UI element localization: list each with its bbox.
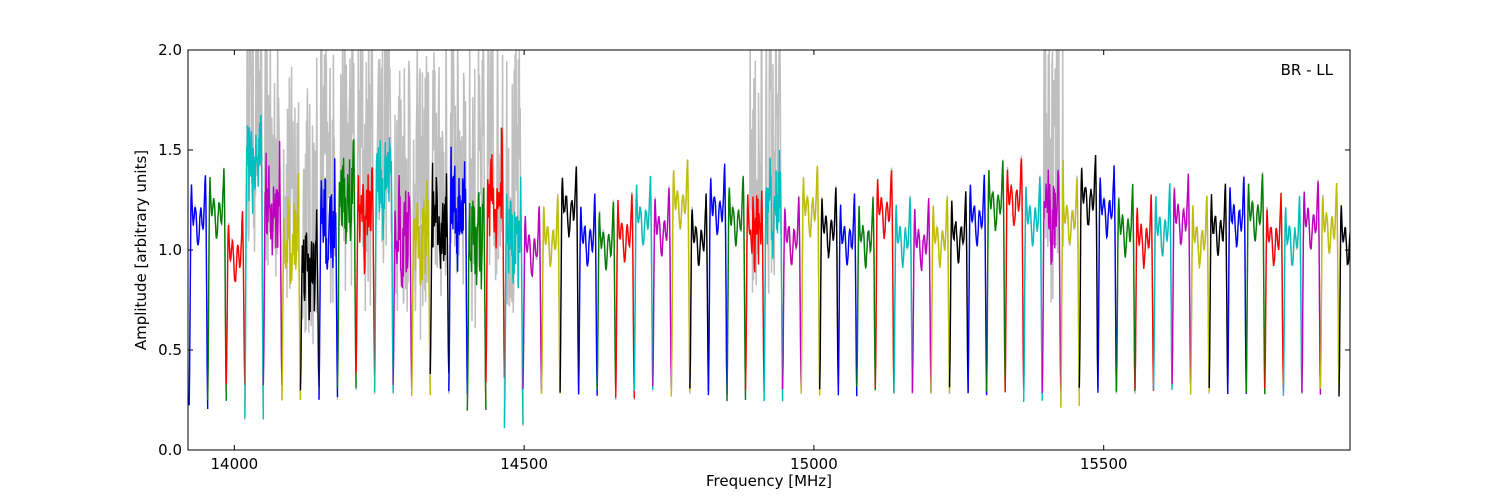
series-channel-50 xyxy=(1097,165,1118,393)
series-channel-11 xyxy=(373,137,394,393)
series-channel-58 xyxy=(1245,173,1266,395)
ticks-layer: 14000 14500 15000 15500 0.0 0.5 1.0 1.5 2.0 xyxy=(158,41,1350,473)
series-channel-21 xyxy=(559,166,580,393)
series-channel-61 xyxy=(1301,181,1322,395)
series-channel-36 xyxy=(837,193,858,397)
series-channel-16 xyxy=(466,187,487,411)
y-axis-label: Amplitude [arbitrary units] xyxy=(132,150,150,350)
series-channel-59 xyxy=(1264,192,1285,389)
series-channel-22 xyxy=(577,193,598,396)
series-channel-3 xyxy=(225,211,246,386)
series-channel-1 xyxy=(188,175,209,410)
series-channel-53 xyxy=(1152,183,1173,390)
series-channel-54 xyxy=(1171,173,1192,385)
x-tick-label: 15000 xyxy=(790,455,838,473)
series-channel-19 xyxy=(522,206,543,390)
series-channel-7 xyxy=(299,209,320,391)
y-tick-label: 1.5 xyxy=(158,141,182,159)
series-channel-24 xyxy=(615,194,635,399)
series-channel-34 xyxy=(800,166,821,396)
series-channel-41 xyxy=(930,197,951,393)
x-tick-label: 14000 xyxy=(211,455,259,473)
series-channel-13 xyxy=(411,180,431,397)
series-channel-62 xyxy=(1319,182,1340,390)
series-channel-35 xyxy=(819,187,839,390)
series-channel-52 xyxy=(1134,194,1155,391)
series-channel-55 xyxy=(1189,195,1210,395)
series-channel-5 xyxy=(262,140,283,386)
y-tick-label: 0.0 xyxy=(158,441,182,459)
series-channel-40 xyxy=(911,198,932,393)
x-axis-label: Frequency [MHz] xyxy=(706,472,832,490)
series-channel-26 xyxy=(652,188,672,388)
series-channel-14 xyxy=(429,162,450,374)
series-channel-44 xyxy=(985,160,1006,392)
series-channel-39 xyxy=(893,197,914,393)
series-channel-42 xyxy=(948,191,969,392)
series-channel-45 xyxy=(1004,158,1025,393)
series-channel-9 xyxy=(336,139,357,389)
series-channel-6 xyxy=(281,173,302,401)
series-channel-2 xyxy=(207,168,227,401)
series-channel-49 xyxy=(1078,154,1099,388)
x-tick-label: 15500 xyxy=(1080,455,1128,473)
series-channel-32 xyxy=(763,149,784,402)
y-tick-label: 0.5 xyxy=(158,341,182,359)
series-channel-31 xyxy=(744,190,765,392)
series-channel-57 xyxy=(1227,176,1247,395)
y-tick-label: 1.0 xyxy=(158,241,182,259)
series-layer xyxy=(188,50,1350,429)
series-channel-38 xyxy=(874,170,895,393)
series-channel-33 xyxy=(781,196,802,390)
y-tick-label: 2.0 xyxy=(158,41,182,59)
series-channel-17 xyxy=(485,127,506,383)
series-channel-28 xyxy=(689,193,710,391)
series-channel-12 xyxy=(392,174,413,389)
series-channel-23 xyxy=(596,201,617,391)
series-channel-43 xyxy=(967,174,988,396)
series-channel-48 xyxy=(1060,159,1081,408)
series-channel-47 xyxy=(1041,169,1062,394)
series-channel-51 xyxy=(1115,183,1136,392)
chart-annotation: BR - LL xyxy=(1281,61,1334,79)
series-channel-27 xyxy=(670,159,691,397)
x-tick-label: 14500 xyxy=(500,455,548,473)
series-channel-15 xyxy=(448,146,468,394)
series-channel-56 xyxy=(1208,183,1229,392)
series-channel-30 xyxy=(726,176,747,402)
series-channel-10 xyxy=(355,167,376,376)
series-channel-8 xyxy=(318,158,339,400)
series-channel-18 xyxy=(503,176,524,429)
series-channel-4 xyxy=(244,114,264,419)
series-channel-37 xyxy=(856,197,876,391)
series-channel-60 xyxy=(1282,196,1303,396)
series-channel-20 xyxy=(540,194,561,394)
series-channel-46 xyxy=(1023,176,1043,403)
series-channel-29 xyxy=(707,163,728,396)
series-channel-63 xyxy=(1338,205,1350,397)
series-channel-25 xyxy=(633,175,654,391)
